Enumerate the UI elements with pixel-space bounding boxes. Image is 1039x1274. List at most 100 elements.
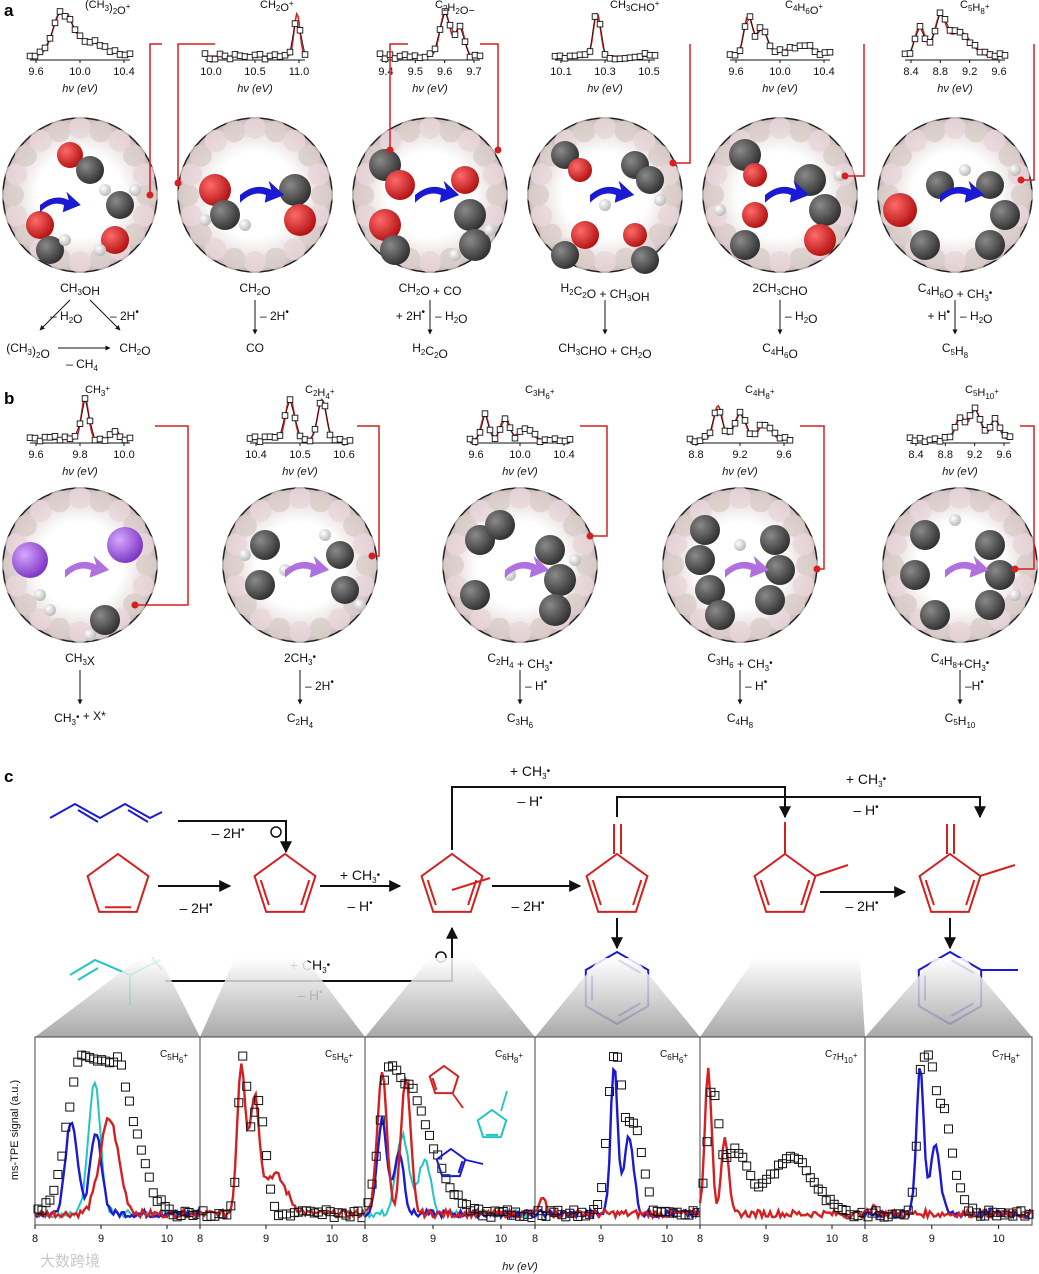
framework-sphere: [836, 184, 858, 206]
data-point: [256, 51, 264, 58]
axis-label: hν (eV): [722, 466, 758, 478]
data-point: [931, 1086, 941, 1096]
row-a-cage-5: [877, 117, 1033, 273]
subscript: 6: [940, 291, 945, 300]
text-run: C: [785, 0, 793, 11]
text-run: O: [458, 312, 467, 326]
tick-label: 10.5: [244, 66, 265, 78]
framework-sphere: [356, 554, 378, 576]
text-run: H: [837, 1052, 844, 1063]
text-run: H: [172, 1052, 179, 1063]
data-point: [441, 1174, 451, 1184]
subscript: 10: [966, 721, 975, 730]
text-run: –H: [965, 679, 980, 693]
double-bond: [431, 1077, 438, 1091]
framework-sphere: [180, 163, 203, 186]
tick-label: 10.0: [69, 66, 90, 78]
data-point: [246, 1122, 256, 1132]
data-point: [381, 55, 389, 63]
carbon-atom: [976, 171, 1004, 199]
framework-sphere: [69, 487, 91, 509]
data-point: [461, 38, 469, 45]
carbon-atom: [636, 166, 664, 194]
subscript: 3: [626, 4, 631, 13]
subscript: 6: [179, 1056, 184, 1065]
framework-sphere: [1011, 184, 1033, 206]
condition: –H•: [965, 677, 984, 693]
methyl-bond: [500, 1090, 508, 1112]
text-run: CH: [60, 281, 77, 295]
tick-label: 10: [326, 1233, 338, 1245]
text-run: O: [141, 344, 150, 358]
carbon-atom: [695, 575, 725, 605]
text-run: – H: [50, 309, 69, 323]
subscript: 2: [113, 7, 118, 16]
radical-dot: •: [980, 677, 984, 688]
framework-sphere: [189, 223, 212, 246]
row_a-spectrum-0: 9.6 10.0 10.4 hν (eV) (CH3)2O+: [26, 0, 135, 95]
subscript: 6: [784, 351, 789, 360]
data-point: [921, 35, 929, 42]
tick-label: 9.6: [468, 449, 483, 461]
data-point: [806, 42, 814, 49]
oxygen-atom: [199, 174, 231, 206]
data-point: [706, 429, 714, 437]
inset-methylcyclopentadiene: [428, 1064, 460, 1095]
text-run: – H: [853, 802, 875, 818]
subscript: 3: [322, 966, 327, 975]
data-point: [230, 1177, 240, 1187]
halogen-atom: [12, 542, 48, 578]
framework-sphere: [909, 499, 932, 522]
subscript: 5: [973, 389, 978, 398]
carbon-atom: [685, 545, 715, 575]
framework-sphere: [189, 144, 212, 167]
ring: [420, 852, 484, 913]
text-run: + CH: [846, 771, 878, 787]
text-run: CHO: [781, 284, 808, 298]
framework-sphere: [885, 533, 908, 556]
reactant: C4H8+CH3•: [931, 651, 990, 673]
framework-sphere: [5, 163, 28, 186]
framework-sphere: [29, 499, 52, 522]
carbon-atom: [90, 605, 120, 635]
subscript: 2: [416, 288, 421, 297]
text-run: C: [707, 651, 716, 665]
data-point: [616, 1080, 626, 1090]
arrow-label: – H•: [517, 793, 543, 809]
framework-sphere: [705, 163, 728, 186]
row_b-spectrum-4: 8.4 8.8 9.2 9.6 hν (eV) C5H10+: [906, 384, 1014, 478]
row_a-spectrum-4: 9.6 10.0 10.4 hν (eV) C4H6O+: [726, 0, 835, 95]
data-point: [456, 22, 464, 30]
framework-sphere: [509, 487, 531, 509]
text-run: (CH: [6, 341, 27, 355]
species-label: CH2O+: [260, 0, 294, 14]
data-point: [593, 1199, 603, 1209]
data-point: [148, 1188, 158, 1198]
text-run: H: [537, 387, 545, 399]
data-point: [701, 433, 709, 440]
data-point: [420, 1120, 430, 1130]
data-line: [909, 407, 1011, 443]
cage-boundary: [702, 117, 858, 273]
red-curve: [364, 1071, 537, 1221]
text-run: – 2H: [511, 898, 541, 914]
data-point: [941, 16, 949, 23]
text-run: H: [972, 2, 980, 14]
framework-sphere: [729, 621, 751, 643]
framework-sphere: [648, 144, 671, 167]
framework-sphere: [289, 621, 311, 643]
radical-dot: •: [369, 898, 373, 909]
data-point: [71, 26, 79, 33]
double-bond: [77, 809, 99, 823]
oxygen-atom: [568, 158, 592, 182]
data-point: [57, 1151, 67, 1161]
hydrogen-atom: [1009, 589, 1021, 601]
carbon-atom: [459, 229, 491, 261]
text-run: – H: [347, 898, 369, 914]
row-a-cage-2: [352, 117, 508, 273]
data-point: [742, 1161, 752, 1171]
data-point: [1024, 1209, 1034, 1219]
superscript: +: [289, 0, 294, 8]
subscript: 4: [509, 661, 514, 670]
